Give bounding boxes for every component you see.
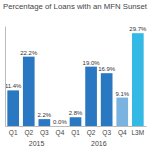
x-tick-label: Q1: [9, 129, 18, 137]
bars: [7, 33, 143, 126]
bar: [23, 57, 35, 126]
group-label: 2015: [29, 140, 45, 147]
x-tick-label: Q2: [87, 129, 96, 137]
bar: [54, 126, 66, 127]
data-label: 2.8%: [69, 110, 83, 116]
x-tick: Q4: [56, 129, 65, 137]
data-label: 2.2%: [37, 112, 51, 118]
x-axis-line: [6, 126, 147, 127]
x-tick: Q2: [24, 129, 33, 137]
group-label: 2016: [91, 140, 107, 147]
bar: [70, 117, 82, 126]
data-labels: 11.4% 22.2% 2.2%0.0%2.8% 19.0%16.9% 9.1% 29.7…: [5, 26, 147, 125]
data-label: 19.0%: [83, 60, 101, 66]
data-label: 9.1%: [115, 91, 129, 97]
group-labels: 2015 2016: [29, 140, 107, 147]
x-tick: Q4: [118, 129, 127, 137]
x-tick: Q2: [87, 129, 96, 137]
data-label: 22.2%: [20, 50, 38, 56]
x-tick-label: Q4: [56, 129, 65, 137]
x-axis: Q1 Q2 Q3 Q4 Q1 Q2 Q3 Q4 L3M: [6, 127, 147, 137]
data-label: 29.7%: [129, 26, 147, 32]
bar: [116, 98, 128, 126]
x-tick-label: Q4: [118, 129, 127, 137]
x-tick: L3M: [131, 129, 144, 136]
x-tick-label: Q3: [102, 129, 111, 137]
plot: 11.4% 22.2% 2.2%0.0%2.8% 19.0%16.9% 9.1% 29.7…: [5, 26, 147, 147]
bar: [7, 90, 19, 126]
bar: [85, 67, 97, 126]
y-axis-line: [5, 27, 6, 127]
x-tick: Q3: [102, 129, 111, 137]
chart: Percentage of Loans with an MFN Sunset 11…: [0, 0, 150, 150]
bar: [132, 33, 144, 126]
x-tick: Q3: [40, 129, 49, 137]
x-tick-label: Q3: [40, 129, 49, 137]
x-tick: Q1: [9, 129, 18, 137]
x-tick-label: Q2: [24, 129, 33, 137]
x-tick: Q1: [71, 129, 80, 137]
data-label: 11.4%: [5, 83, 22, 89]
title: Percentage of Loans with an MFN Sunset: [3, 2, 148, 11]
x-tick-label: Q1: [71, 129, 80, 137]
data-label: 0.0%: [53, 119, 67, 125]
y-axis: [5, 27, 6, 127]
x-tick-label: L3M: [131, 129, 144, 136]
bar: [101, 73, 113, 126]
bar: [38, 119, 50, 126]
data-label: 16.9%: [98, 66, 116, 72]
